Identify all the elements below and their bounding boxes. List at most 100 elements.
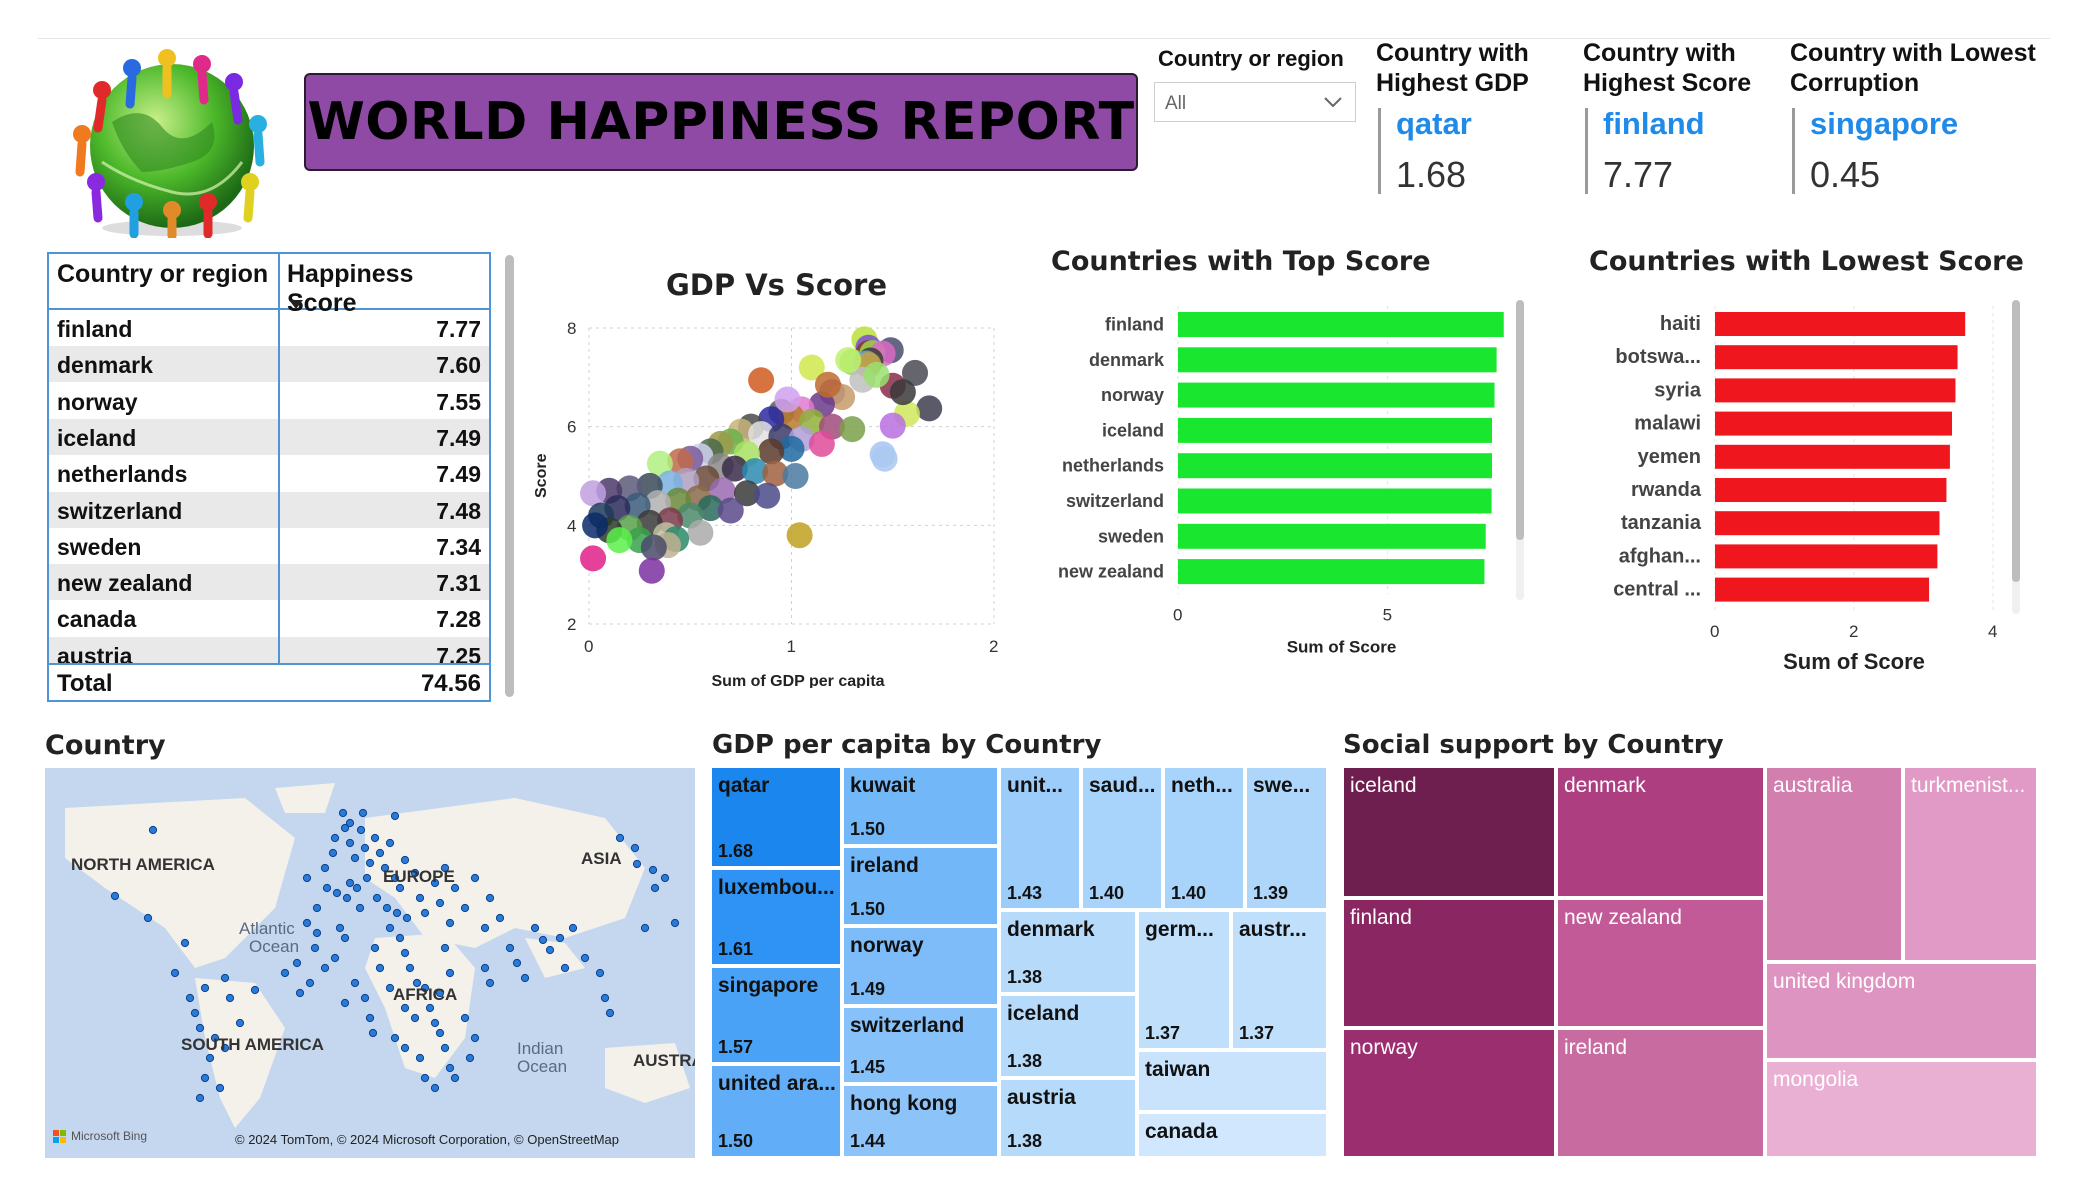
map-point[interactable] — [538, 935, 548, 945]
map-point[interactable] — [340, 998, 350, 1008]
map-point[interactable] — [512, 958, 522, 968]
map-point[interactable] — [480, 963, 490, 973]
map-point[interactable] — [345, 838, 355, 848]
scatter-point[interactable] — [916, 395, 943, 422]
map-point[interactable] — [342, 893, 352, 903]
table-scrollbar-thumb[interactable] — [505, 255, 514, 697]
map-point[interactable] — [595, 968, 605, 978]
treemap-tile[interactable]: new zealand — [1556, 898, 1765, 1028]
map-point[interactable] — [385, 838, 395, 848]
map-point[interactable] — [545, 945, 555, 955]
map-point[interactable] — [395, 933, 405, 943]
bar[interactable] — [1178, 559, 1485, 585]
map-point[interactable] — [415, 893, 425, 903]
map-point[interactable] — [320, 863, 330, 873]
treemap-tile[interactable]: denmark — [1556, 766, 1765, 898]
scatter-point[interactable] — [762, 460, 789, 487]
table-row[interactable]: sweden 7.34 — [49, 528, 489, 564]
map-point[interactable] — [312, 928, 322, 938]
map-point[interactable] — [555, 933, 565, 943]
bar[interactable] — [1715, 577, 1930, 602]
bar[interactable] — [1715, 444, 1950, 469]
treemap-tile[interactable]: iceland — [1342, 766, 1556, 898]
map-point[interactable] — [580, 953, 590, 963]
map-point[interactable] — [460, 1013, 470, 1023]
treemap-tile[interactable]: switzerland 1.45 — [842, 1006, 999, 1084]
map-point[interactable] — [340, 823, 350, 833]
scatter-point[interactable] — [871, 445, 898, 472]
map-point[interactable] — [195, 1023, 205, 1033]
map-point[interactable] — [420, 983, 430, 993]
bar[interactable] — [1178, 453, 1493, 479]
map-point[interactable] — [345, 818, 355, 828]
treemap-tile[interactable]: turkmenist... — [1903, 766, 2038, 962]
map-point[interactable] — [148, 825, 158, 835]
map-point[interactable] — [430, 1083, 440, 1093]
map-point[interactable] — [310, 943, 320, 953]
map-point[interactable] — [370, 833, 380, 843]
map-point[interactable] — [445, 968, 455, 978]
map-point[interactable] — [190, 1008, 200, 1018]
map-point[interactable] — [412, 978, 422, 988]
treemap-tile[interactable]: singapore 1.57 — [710, 966, 842, 1064]
bar[interactable] — [1178, 347, 1497, 373]
map-point[interactable] — [425, 1003, 435, 1013]
map-point[interactable] — [445, 918, 455, 928]
map-point[interactable] — [215, 1083, 225, 1093]
table-row[interactable]: denmark 7.60 — [49, 346, 489, 383]
map-point[interactable] — [332, 888, 342, 898]
map-point[interactable] — [430, 1018, 440, 1028]
map-point[interactable] — [385, 983, 395, 993]
treemap-tile[interactable]: norway 1.49 — [842, 926, 999, 1006]
map-point[interactable] — [630, 843, 640, 853]
treemap-tile[interactable]: unit... 1.43 — [999, 766, 1081, 910]
map-point[interactable] — [465, 1053, 475, 1063]
map-point[interactable] — [305, 978, 315, 988]
scatter-point[interactable] — [786, 522, 813, 549]
bar[interactable] — [1715, 312, 1966, 336]
map-point[interactable] — [485, 978, 495, 988]
map-point[interactable] — [235, 1018, 245, 1028]
treemap-tile[interactable]: norway — [1342, 1028, 1556, 1158]
map-point[interactable] — [392, 908, 402, 918]
column-header-country[interactable]: Country or region — [57, 260, 269, 288]
map-point[interactable] — [382, 903, 392, 913]
scatter-point[interactable] — [580, 480, 607, 507]
treemap-tile[interactable]: qatar 1.68 — [710, 766, 842, 868]
map-point[interactable] — [470, 873, 480, 883]
map-point[interactable] — [495, 913, 505, 923]
map-point[interactable] — [400, 855, 410, 865]
country-slicer-dropdown[interactable]: All — [1154, 82, 1356, 122]
map-point[interactable] — [220, 973, 230, 983]
map-point[interactable] — [362, 873, 372, 883]
scatter-point[interactable] — [782, 463, 809, 489]
map-point[interactable] — [420, 908, 430, 918]
bar[interactable] — [1715, 511, 1940, 536]
table-row[interactable]: finland 7.77 — [49, 310, 489, 346]
table-row[interactable]: new zealand 7.31 — [49, 564, 489, 601]
map-point[interactable] — [170, 968, 180, 978]
bar[interactable] — [1715, 544, 1938, 569]
map-point[interactable] — [220, 1043, 230, 1053]
map-point[interactable] — [352, 883, 362, 893]
map-point[interactable] — [390, 811, 400, 821]
table-row[interactable]: switzerland 7.48 — [49, 491, 489, 528]
column-header-score[interactable]: Happiness Score — [287, 260, 414, 317]
bar[interactable] — [1715, 411, 1952, 436]
map-point[interactable] — [390, 1033, 400, 1043]
map-point[interactable] — [338, 808, 348, 818]
treemap-tile[interactable]: denmark 1.38 — [999, 910, 1137, 994]
map-point[interactable] — [615, 833, 625, 843]
scatter-point[interactable] — [808, 430, 835, 457]
map-point[interactable] — [435, 988, 445, 998]
map-point[interactable] — [225, 993, 235, 1003]
treemap-tile[interactable]: austr... 1.37 — [1231, 910, 1328, 1050]
scatter-point[interactable] — [646, 450, 673, 477]
map-point[interactable] — [370, 943, 380, 953]
country-map[interactable]: NORTH AMERICA EUROPE ASIA Atlantic Ocean… — [45, 768, 695, 1158]
table-row[interactable]: netherlands 7.49 — [49, 455, 489, 491]
treemap-tile[interactable]: mongolia — [1765, 1060, 2038, 1158]
map-point[interactable] — [205, 1053, 215, 1063]
map-point[interactable] — [356, 825, 366, 835]
scatter-point[interactable] — [814, 371, 841, 398]
